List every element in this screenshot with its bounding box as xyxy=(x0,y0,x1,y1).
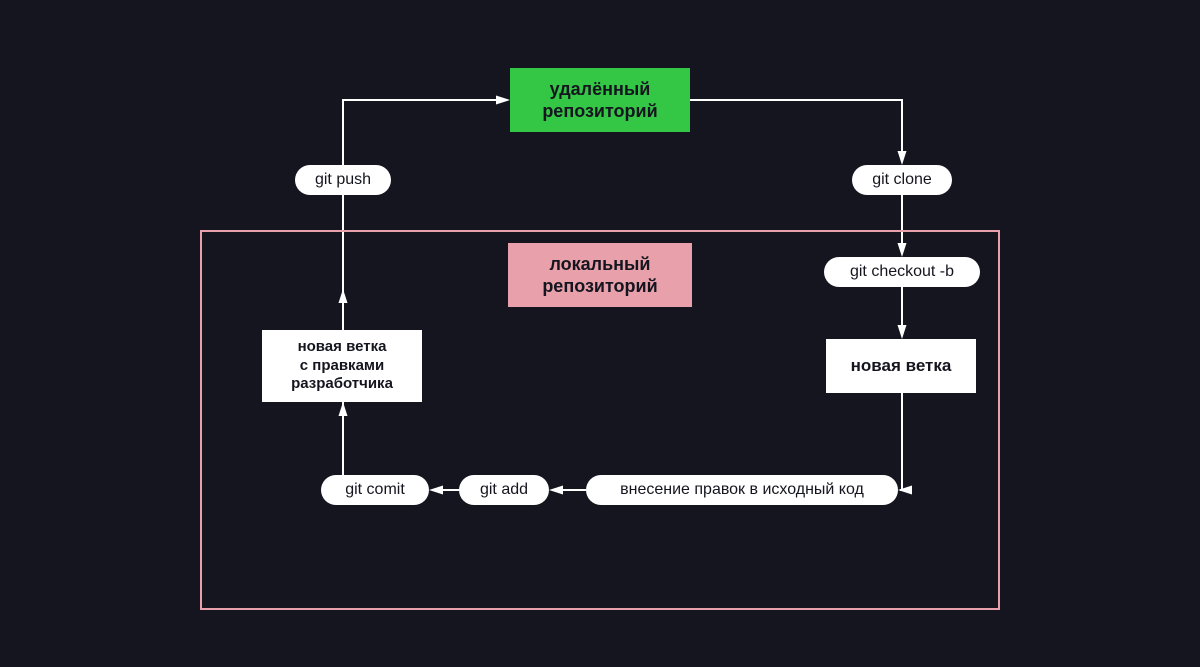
arrowhead-clone-down xyxy=(898,151,907,165)
git-push-label: git push xyxy=(315,171,371,189)
dev-branch-label: новая веткас правкамиразработчика xyxy=(291,338,393,394)
git-commit-label: git comit xyxy=(345,481,405,499)
new-branch-box: новая ветка xyxy=(826,339,976,393)
diagram-stage: удалённыйрепозиторий локальныйрепозитори… xyxy=(0,0,1200,667)
git-checkout-pill: git checkout -b xyxy=(824,257,980,287)
git-add-pill: git add xyxy=(459,475,549,505)
local-repo-box: локальныйрепозиторий xyxy=(508,243,692,307)
git-clone-pill: git clone xyxy=(852,165,952,195)
git-push-pill: git push xyxy=(295,165,391,195)
local-repo-label: локальныйрепозиторий xyxy=(542,253,657,298)
edits-pill: внесение правок в исходный код xyxy=(586,475,898,505)
edge-clone-down xyxy=(690,100,902,157)
git-checkout-label: git checkout -b xyxy=(850,263,954,281)
git-clone-label: git clone xyxy=(872,171,932,189)
arrowhead-push-up xyxy=(496,96,510,105)
git-commit-pill: git comit xyxy=(321,475,429,505)
edits-label: внесение правок в исходный код xyxy=(620,481,864,499)
dev-branch-box: новая веткас правкамиразработчика xyxy=(262,330,422,402)
remote-repo-box: удалённыйрепозиторий xyxy=(510,68,690,132)
git-add-label: git add xyxy=(480,481,528,499)
new-branch-label: новая ветка xyxy=(851,355,952,376)
remote-repo-label: удалённыйрепозиторий xyxy=(542,78,657,123)
